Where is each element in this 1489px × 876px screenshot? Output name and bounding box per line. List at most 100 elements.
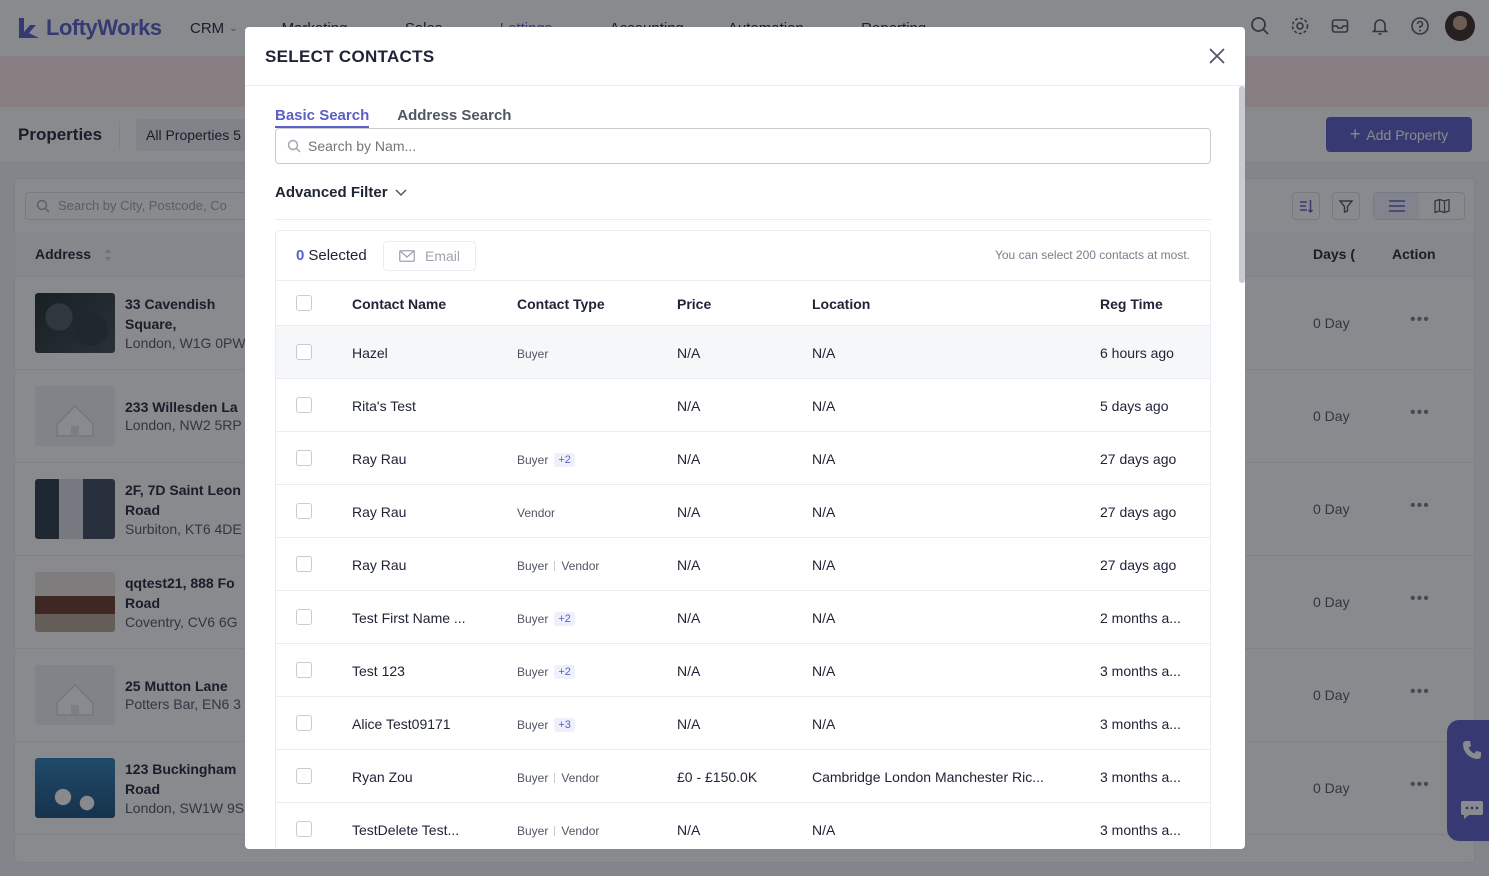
contact-name[interactable]: Hazel xyxy=(352,345,388,361)
more-types-badge[interactable]: +2 xyxy=(554,453,575,467)
contact-row[interactable]: Ryan Zou Buyer Vendor £0 - £150.0K Cambridge… xyxy=(276,750,1210,803)
type-tag: Vendor xyxy=(561,559,600,573)
contact-name[interactable]: Ray Rau xyxy=(352,504,407,520)
row-checkbox[interactable] xyxy=(296,503,312,519)
contact-price: N/A xyxy=(677,504,701,520)
contact-row[interactable]: Rita's Test N/A N/A 5 days ago xyxy=(276,379,1210,432)
type-tag: Buyer xyxy=(517,347,549,361)
row-checkbox[interactable] xyxy=(296,768,312,784)
contact-price: N/A xyxy=(677,451,701,467)
type-tag: Buyer xyxy=(517,824,549,838)
contact-type: Buyer Vendor xyxy=(517,559,599,573)
advanced-filter-label: Advanced Filter xyxy=(275,184,388,201)
col-contact-name: Contact Name xyxy=(352,296,447,312)
row-checkbox[interactable] xyxy=(296,662,312,678)
contact-row[interactable]: Alice Test09171 Buyer +3 N/A N/A 3 months a..… xyxy=(276,697,1210,750)
row-checkbox[interactable] xyxy=(296,715,312,731)
contact-location: N/A xyxy=(812,663,836,679)
contact-reg-time: 2 months a... xyxy=(1100,610,1181,626)
selection-limit-note: You can select 200 contacts at most. xyxy=(994,248,1190,262)
type-tag: Buyer xyxy=(517,718,549,732)
search-tabs: Basic Search Address Search xyxy=(275,107,539,128)
col-price: Price xyxy=(677,296,712,312)
contact-name[interactable]: Ray Rau xyxy=(352,451,407,467)
contact-row[interactable]: TestDelete Test... Buyer Vendor N/A N/A 3 mon… xyxy=(276,803,1210,849)
contact-row[interactable]: Test First Name ... Buyer +2 N/A N/A 2 months… xyxy=(276,591,1210,644)
contact-type: Buyer +2 xyxy=(517,612,575,626)
modal-title: SELECT CONTACTS xyxy=(265,47,435,66)
contact-price: N/A xyxy=(677,398,701,414)
contact-location: N/A xyxy=(812,822,836,838)
contact-price: N/A xyxy=(677,822,701,838)
email-label: Email xyxy=(424,248,460,264)
contact-type: Vendor xyxy=(517,506,555,520)
row-checkbox[interactable] xyxy=(296,344,312,360)
contact-search-input[interactable] xyxy=(275,128,1211,164)
type-tag: Buyer xyxy=(517,559,549,573)
contact-row[interactable]: Ray Rau Buyer Vendor N/A N/A 27 days ago xyxy=(276,538,1210,591)
divider xyxy=(275,219,1211,220)
more-types-badge[interactable]: +2 xyxy=(554,665,575,679)
contact-name[interactable]: Ryan Zou xyxy=(352,769,413,785)
chevron-down-icon xyxy=(395,188,407,196)
col-reg-time: Reg Time xyxy=(1100,296,1163,312)
modal-header: SELECT CONTACTS xyxy=(245,27,1245,86)
tab-basic-search[interactable]: Basic Search xyxy=(275,107,370,128)
contact-row[interactable]: Ray Rau Vendor N/A N/A 27 days ago xyxy=(276,485,1210,538)
contact-type: Buyer +2 xyxy=(517,453,575,467)
contact-location: N/A xyxy=(812,610,836,626)
contact-name[interactable]: Test First Name ... xyxy=(352,610,466,626)
contact-price: N/A xyxy=(677,610,701,626)
contact-row[interactable]: Test 123 Buyer +2 N/A N/A 3 months a... xyxy=(276,644,1210,697)
contact-reg-time: 5 days ago xyxy=(1100,398,1169,414)
contact-type: Buyer xyxy=(517,347,548,361)
row-checkbox[interactable] xyxy=(296,556,312,572)
contacts-table-card: 0 Selected Email You can select 200 conta… xyxy=(275,230,1211,849)
selected-number: 0 xyxy=(296,247,305,264)
contact-name[interactable]: TestDelete Test... xyxy=(352,822,460,838)
row-checkbox[interactable] xyxy=(296,821,312,837)
contact-name[interactable]: Alice Test09171 xyxy=(352,716,451,732)
selection-toolbar: 0 Selected Email You can select 200 conta… xyxy=(276,231,1210,281)
select-all-checkbox[interactable] xyxy=(296,295,312,311)
type-tag: Vendor xyxy=(561,824,600,838)
type-separator xyxy=(554,826,556,836)
tab-address-search[interactable]: Address Search xyxy=(397,107,512,124)
contact-type: Buyer +3 xyxy=(517,718,575,732)
contact-location: N/A xyxy=(812,716,836,732)
row-checkbox[interactable] xyxy=(296,609,312,625)
email-button[interactable]: Email xyxy=(383,241,476,271)
contact-type: Buyer +2 xyxy=(517,665,575,679)
contact-location: N/A xyxy=(812,345,836,361)
contact-name[interactable]: Rita's Test xyxy=(352,398,416,414)
contact-reg-time: 27 days ago xyxy=(1100,451,1177,467)
contact-location: N/A xyxy=(812,398,836,414)
type-separator xyxy=(554,561,556,571)
row-checkbox[interactable] xyxy=(296,397,312,413)
more-types-badge[interactable]: +3 xyxy=(554,718,575,732)
contact-row[interactable]: Ray Rau Buyer +2 N/A N/A 27 days ago xyxy=(276,432,1210,485)
row-checkbox[interactable] xyxy=(296,450,312,466)
contact-reg-time: 27 days ago xyxy=(1100,504,1177,520)
type-tag: Buyer xyxy=(517,612,549,626)
contact-row[interactable]: Hazel Buyer N/A N/A 6 hours ago xyxy=(276,326,1210,379)
advanced-filter-toggle[interactable]: Advanced Filter xyxy=(275,184,408,201)
contact-price: £0 - £150.0K xyxy=(677,769,758,785)
contact-name[interactable]: Ray Rau xyxy=(352,557,407,573)
type-tag: Buyer xyxy=(517,453,549,467)
more-types-badge[interactable]: +2 xyxy=(554,612,575,626)
contact-price: N/A xyxy=(677,345,701,361)
contact-location: Cambridge London Manchester Ric... xyxy=(812,769,1044,785)
contact-location: N/A xyxy=(812,451,836,467)
contact-name[interactable]: Test 123 xyxy=(352,663,405,679)
selected-count: 0 Selected xyxy=(296,247,367,264)
modal-scrollbar[interactable] xyxy=(1239,86,1245,283)
contact-reg-time: 6 hours ago xyxy=(1100,345,1174,361)
contact-price: N/A xyxy=(677,663,701,679)
col-location: Location xyxy=(812,296,871,312)
type-tag: Buyer xyxy=(517,771,549,785)
type-tag: Vendor xyxy=(561,771,600,785)
contact-location: N/A xyxy=(812,557,836,573)
close-icon[interactable] xyxy=(1207,46,1227,66)
contact-reg-time: 3 months a... xyxy=(1100,716,1181,732)
